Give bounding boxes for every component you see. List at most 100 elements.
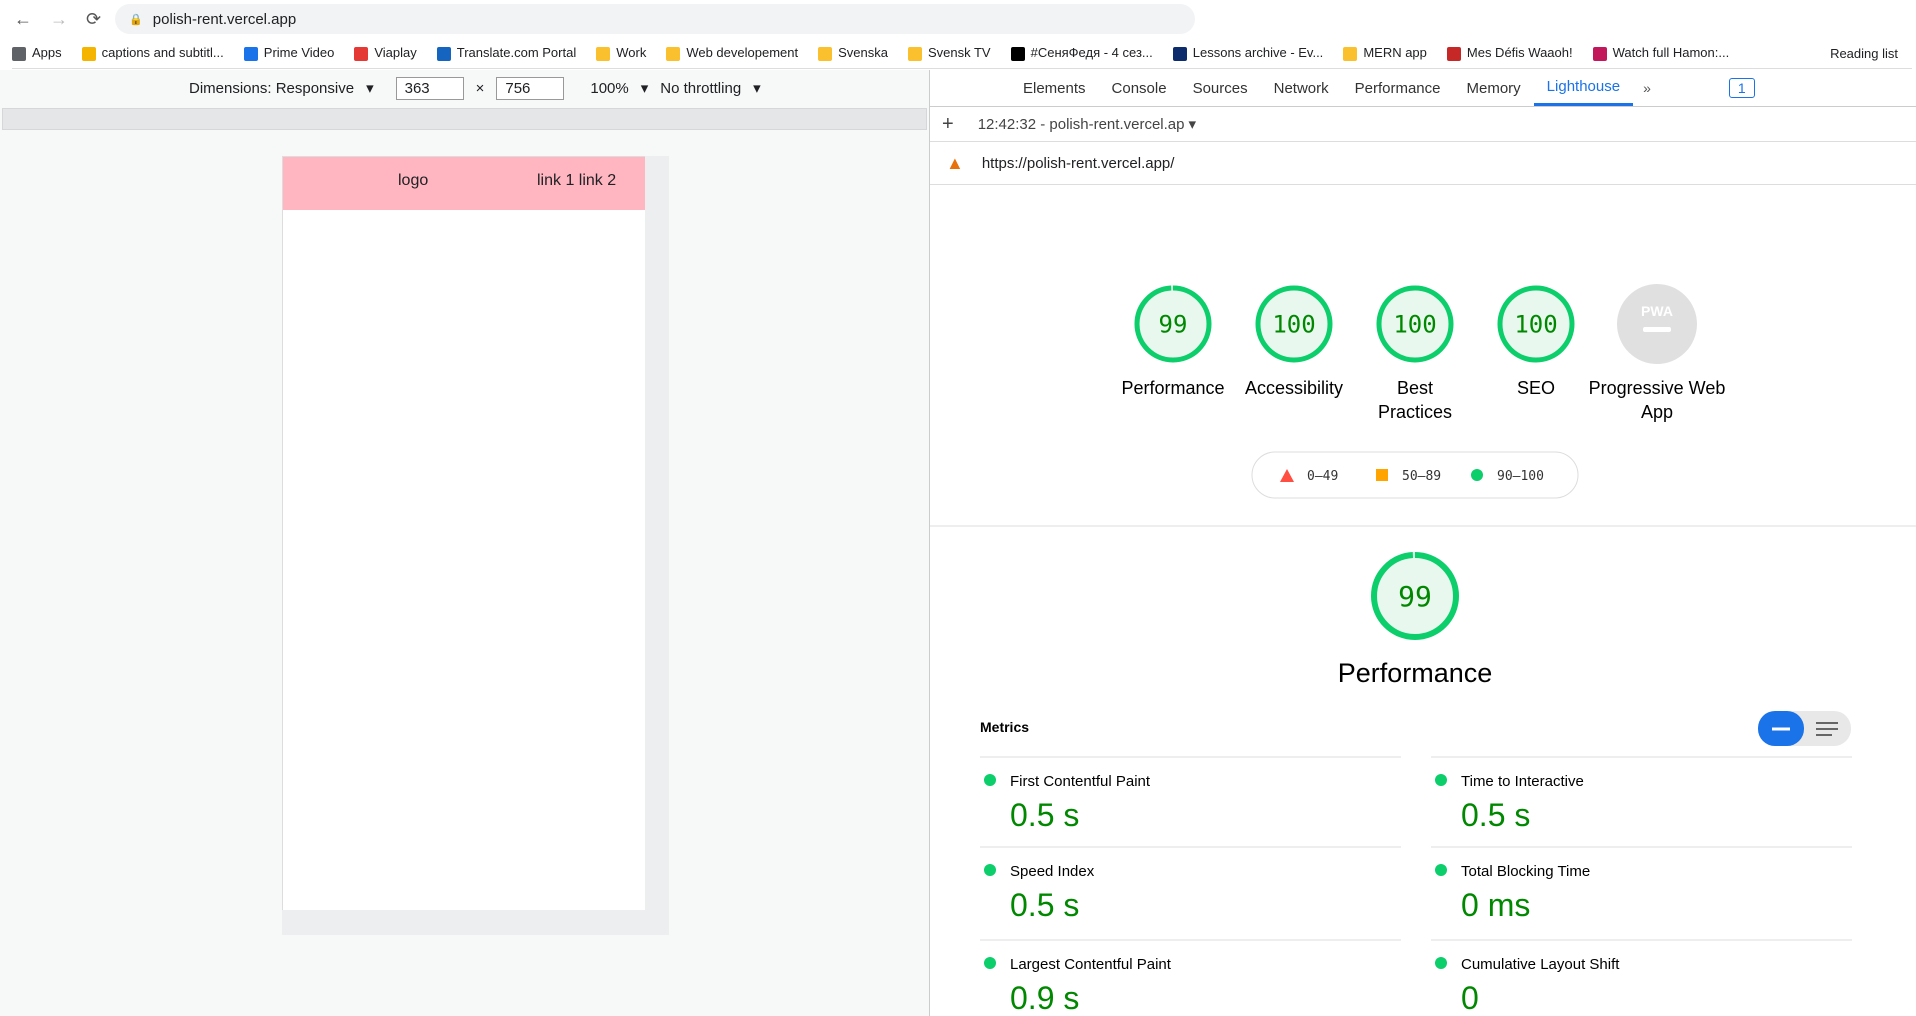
bookmark-icon [1172, 46, 1187, 61]
forward[interactable]: → [50, 8, 68, 29]
nav-links[interactable]: link 1 link 2 [537, 172, 617, 189]
site-header: logo link 1 link 2 [283, 157, 646, 210]
throttling[interactable]: No throttling [660, 79, 742, 97]
bookmark-icon [354, 46, 369, 61]
metric-label: First Contentful Paint [1010, 773, 1151, 790]
bookmark-label: MERN app [1363, 45, 1427, 61]
zoom[interactable]: 100% [590, 79, 629, 97]
lighthouse-report: 99 Performance 100 Accessibility 100 Best Prac… [930, 284, 1916, 1016]
bookmark[interactable]: Watch full Hamon:... [1592, 45, 1730, 61]
dimensions[interactable]: Dimensions: Responsive [189, 79, 355, 97]
gauge-score: 99 [1159, 310, 1188, 338]
bookmark-label: captions and subtitl... [101, 45, 224, 61]
reading-list[interactable]: Reading list [1830, 45, 1898, 61]
bookmark-label: Mes Défis Waaoh! [1466, 45, 1573, 61]
gauge-score: 99 [1398, 580, 1432, 613]
bookmark[interactable]: captions and subtitl... [81, 45, 224, 61]
devtools: Elements Console Sources Network Performance… [930, 70, 1916, 1016]
metric-label: Speed Index [1010, 863, 1095, 880]
legend-icon [1376, 469, 1388, 481]
pwa-badge [1617, 284, 1697, 364]
legend-box [1251, 451, 1579, 499]
bookmark[interactable]: Apps [12, 45, 62, 61]
devtools-tabs: Elements Console Sources Network Performance… [930, 70, 1916, 107]
metric-value: 0.5 s [1010, 797, 1079, 833]
devtools-tab[interactable]: Console [1111, 79, 1167, 97]
bookmark-label: Web developement [686, 45, 799, 61]
width-input[interactable]: 363 [395, 76, 464, 100]
pwa-dash [1643, 327, 1671, 332]
metric-label: Total Blocking Time [1461, 863, 1590, 880]
metric-label: Time to Interactive [1461, 773, 1584, 790]
devtools-tab[interactable]: Sources [1192, 79, 1248, 97]
metric-label: Cumulative Layout Shift [1461, 956, 1620, 973]
bookmark-label: Work [616, 45, 647, 61]
legend-icon [1471, 469, 1483, 481]
metric-value: 0.5 s [1461, 797, 1530, 833]
bookmark[interactable]: Prime Video [243, 45, 335, 61]
category-label: Accessibility [1245, 378, 1343, 398]
report-url-bar: ▲ https://polish-rent.vercel.app/ [930, 142, 1916, 185]
devtools-tab[interactable]: Memory [1466, 79, 1521, 97]
legend-label: 0–49 [1307, 469, 1338, 484]
back[interactable]: ← [14, 8, 32, 29]
pwa-label: PWA [1641, 303, 1673, 319]
tab-list: Elements Console Sources Network Performance… [1010, 70, 1634, 106]
bookmark[interactable]: Viaplay [354, 45, 417, 61]
issues-badge[interactable]: 1 [1728, 78, 1755, 98]
metric-status [1435, 864, 1447, 876]
bookmark-icon [436, 46, 451, 61]
legend-label: 90–100 [1497, 469, 1544, 484]
category-label: SEO [1517, 378, 1555, 398]
bookmark-icon [907, 46, 922, 61]
address-bar: ← → ⟳ 🔒 polish-rent.vercel.app [0, 0, 1916, 38]
bookmarks-bar: Apps captions and subtitl... Prime Video Vi… [12, 38, 1912, 69]
devtools-tab[interactable]: Lighthouse [1533, 70, 1634, 106]
devtools-tab[interactable]: Network [1273, 79, 1329, 97]
bookmark-label: Lessons archive - Ev... [1192, 45, 1324, 61]
device-pane: Dimensions: Responsive ▾ 363 × 756 100% ▾ … [0, 70, 930, 1016]
bookmark[interactable]: Svensk TV [907, 45, 991, 61]
bookmark[interactable]: Svenska [818, 45, 888, 61]
resize-bottom[interactable] [282, 910, 669, 935]
bookmark[interactable]: #СеняФедя - 4 сез... [1010, 45, 1153, 61]
metric-status [1435, 774, 1447, 786]
metrics-title: Metrics [980, 719, 1029, 735]
bookmark-icon [12, 46, 26, 61]
lighthouse-toolbar: + 12:42:32 - polish-rent.vercel.ap ▾ [930, 107, 1916, 142]
resize-right[interactable] [645, 156, 669, 910]
section-title: Performance [1338, 658, 1493, 688]
height-input[interactable]: 756 [496, 76, 565, 100]
bookmark[interactable]: Web developement [666, 45, 798, 61]
bookmark[interactable]: Work [596, 45, 646, 61]
gauge-score: 100 [1514, 310, 1557, 338]
report-select[interactable]: 12:42:32 - polish-rent.vercel.ap [977, 115, 1185, 133]
bookmark[interactable]: Mes Défis Waaoh! [1446, 45, 1573, 61]
bookmark[interactable]: Lessons archive - Ev... [1172, 45, 1324, 61]
bookmark[interactable]: MERN app [1343, 45, 1427, 61]
reload[interactable]: ⟳ [86, 8, 102, 29]
bookmark-icon [818, 46, 833, 61]
gauge-arc [1371, 552, 1459, 640]
bookmark[interactable]: Translate.com Portal [436, 45, 577, 61]
bookmark-icon [243, 46, 258, 61]
bookmark-label: Svenska [838, 45, 888, 61]
gauge-arc [1134, 285, 1212, 363]
category-label: Best Practices [1378, 378, 1452, 422]
bookmark-label: Prime Video [263, 45, 335, 61]
url: polish-rent.vercel.app [152, 10, 297, 28]
metric-label: Largest Contentful Paint [1010, 956, 1172, 973]
devtools-tab[interactable]: Performance [1354, 79, 1441, 97]
bookmark-label: Apps [32, 45, 62, 61]
devtools-tab[interactable]: Elements [1023, 79, 1086, 97]
gauge-arc [1497, 285, 1575, 363]
metric-status [984, 774, 996, 786]
gauge-score: 100 [1272, 310, 1315, 338]
bookmark-icon [81, 46, 96, 61]
bookmark-label: Svensk TV [927, 45, 991, 61]
metric-status [984, 957, 996, 969]
omnibox[interactable]: 🔒 polish-rent.vercel.app [115, 4, 1196, 34]
bookmark-label: Translate.com Portal [456, 45, 577, 61]
bookmark-label: Watch full Hamon:... [1612, 45, 1730, 61]
